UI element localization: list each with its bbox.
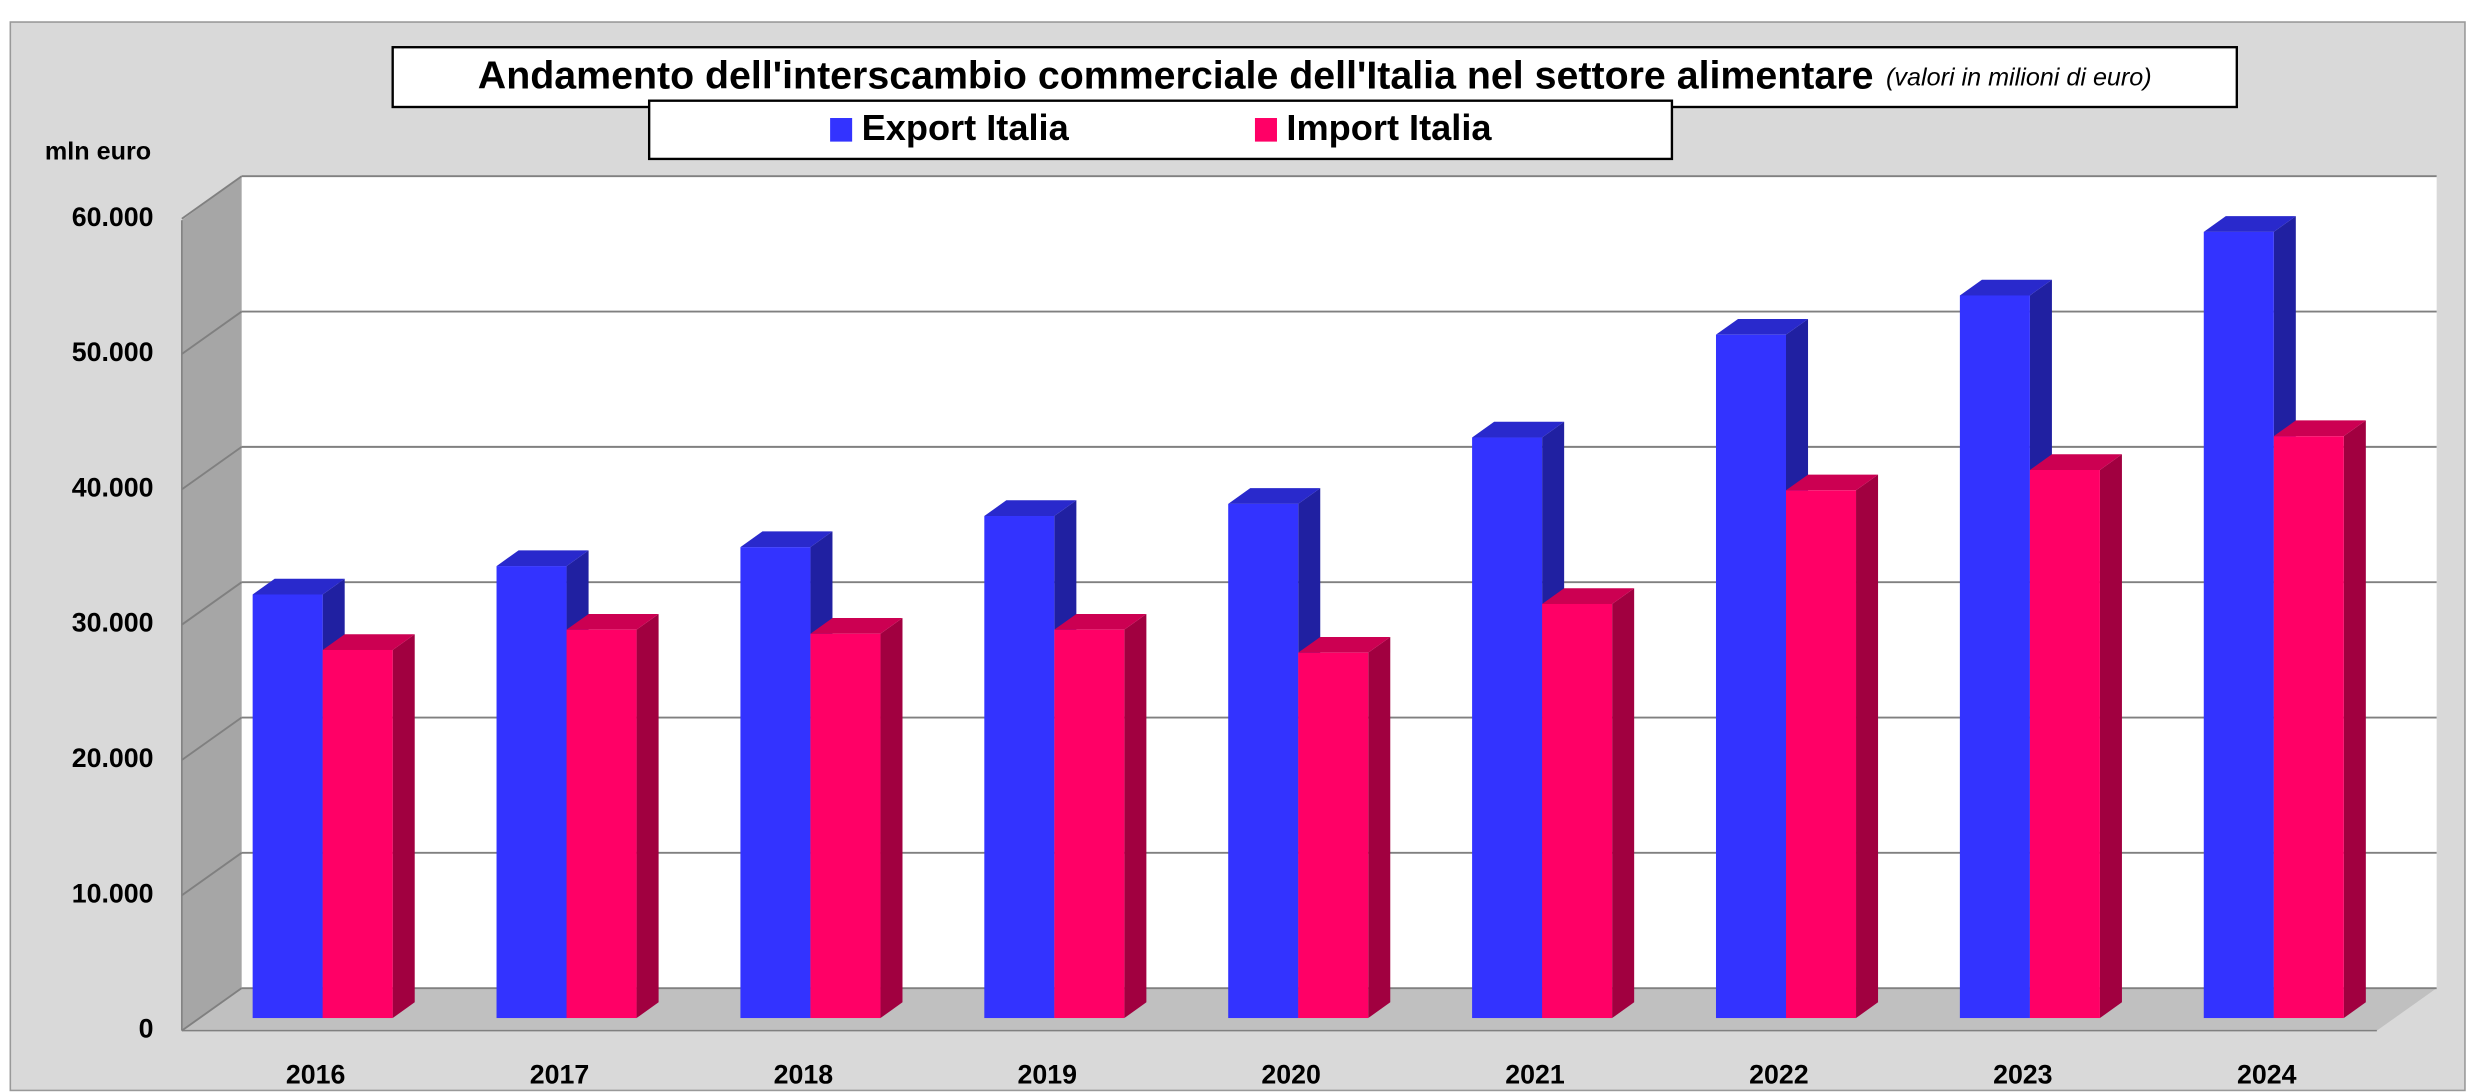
- y-tick-label: 30.000: [72, 608, 154, 638]
- grid-line-side: [181, 852, 243, 897]
- bar: [322, 634, 415, 1019]
- bar-front: [984, 516, 1055, 1019]
- bar-top: [1786, 474, 1879, 491]
- bar-front: [322, 649, 393, 1019]
- bar-front: [2203, 231, 2274, 1019]
- bar-top: [984, 500, 1077, 517]
- legend-swatch: [1254, 118, 1277, 142]
- bar-top: [1959, 279, 2052, 296]
- bar-top: [1298, 636, 1391, 653]
- grid-line-side: [181, 446, 243, 491]
- bar-front: [1228, 503, 1299, 1019]
- bar-front: [740, 547, 811, 1019]
- bar-side: [2343, 420, 2366, 1019]
- x-tick-label: 2018: [774, 1059, 834, 1089]
- bar: [1715, 318, 1809, 1019]
- y-tick-label: 50.000: [72, 337, 154, 367]
- bar-side: [1612, 588, 1635, 1019]
- bar-side: [880, 618, 903, 1019]
- bar-front: [1959, 295, 2030, 1019]
- grid-line-side: [181, 716, 243, 761]
- bar: [1542, 588, 1635, 1019]
- y-tick-label: 20.000: [72, 743, 154, 773]
- bar-front: [252, 594, 323, 1019]
- bar: [1298, 636, 1391, 1019]
- bar-top: [2203, 216, 2296, 232]
- x-tick-label: 2017: [530, 1059, 589, 1089]
- bar-front: [2273, 436, 2344, 1019]
- bar-front: [810, 633, 881, 1019]
- bar-front: [566, 629, 637, 1019]
- bar-front: [1786, 490, 1857, 1019]
- bar: [1786, 474, 1879, 1019]
- bar-top: [1472, 421, 1565, 438]
- bar-front: [1472, 437, 1543, 1019]
- x-tick-label: 2016: [286, 1059, 345, 1089]
- bar: [2273, 420, 2366, 1019]
- legend-label: Export Italia: [862, 107, 1070, 148]
- bar-top: [1054, 613, 1147, 630]
- bar-front: [1542, 603, 1613, 1019]
- grid-line-side: [181, 581, 243, 626]
- grid-line-side: [181, 175, 243, 220]
- bar-side: [2099, 454, 2122, 1019]
- y-tick-label: 40.000: [72, 472, 154, 502]
- bar-side: [636, 613, 659, 1019]
- x-tick-label: 2022: [1749, 1059, 1808, 1089]
- bar-front: [2029, 470, 2100, 1019]
- bar-front: [496, 566, 567, 1019]
- bar-top: [810, 618, 903, 634]
- bar-side: [392, 634, 415, 1019]
- bar-side: [1856, 474, 1879, 1019]
- x-tick-label: 2021: [1505, 1059, 1565, 1089]
- y-tick-label: 0: [139, 1014, 154, 1044]
- x-tick-label: 2023: [1993, 1059, 2052, 1089]
- bar: [1054, 613, 1147, 1019]
- bar-top: [496, 550, 589, 567]
- bar-top: [322, 634, 415, 650]
- legend-label: Import Italia: [1286, 107, 1492, 148]
- subtitle-text: (valori in milioni di euro): [1886, 63, 2152, 91]
- y-axis-label: mln euro: [45, 137, 151, 165]
- chart-title: Andamento dell'interscambio commerciale …: [478, 54, 2152, 98]
- bar-top: [1715, 318, 1809, 335]
- grid-line-side: [181, 987, 243, 1032]
- y-tick-label: 10.000: [72, 878, 154, 908]
- bar-top: [566, 613, 659, 630]
- x-tick-label: 2019: [1018, 1059, 1077, 1089]
- bar-top: [740, 531, 833, 548]
- title-text: Andamento dell'interscambio commerciale …: [478, 54, 1874, 98]
- bar-top: [2029, 454, 2122, 471]
- legend-swatch: [830, 118, 853, 142]
- bar-side: [1368, 636, 1391, 1019]
- bar-side: [1124, 613, 1147, 1019]
- bar-top: [252, 578, 345, 595]
- bar: [2029, 454, 2122, 1019]
- x-tick-label: 2020: [1261, 1059, 1320, 1089]
- grid-line-side: [181, 310, 243, 355]
- bar-front: [1054, 629, 1125, 1019]
- bar: [566, 613, 659, 1019]
- bar: [810, 618, 903, 1019]
- legend-box: [647, 99, 1674, 161]
- y-tick-label: 60.000: [72, 202, 154, 232]
- x-tick-label: 2024: [2237, 1059, 2297, 1089]
- bar-front: [1715, 334, 1787, 1019]
- bar-top: [2273, 420, 2366, 437]
- bar-top: [1228, 488, 1321, 504]
- bar-front: [1298, 652, 1369, 1019]
- bar-top: [1542, 588, 1635, 604]
